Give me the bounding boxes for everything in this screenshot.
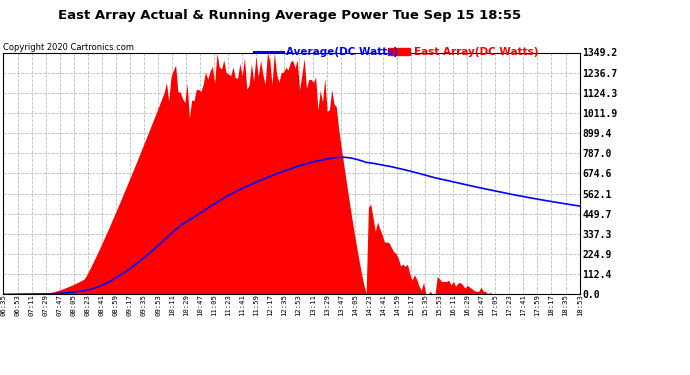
Text: East Array(DC Watts): East Array(DC Watts) — [414, 47, 538, 57]
Text: East Array Actual & Running Average Power Tue Sep 15 18:55: East Array Actual & Running Average Powe… — [58, 9, 522, 22]
Text: Average(DC Watts): Average(DC Watts) — [286, 47, 398, 57]
Text: Copyright 2020 Cartronics.com: Copyright 2020 Cartronics.com — [3, 43, 135, 52]
